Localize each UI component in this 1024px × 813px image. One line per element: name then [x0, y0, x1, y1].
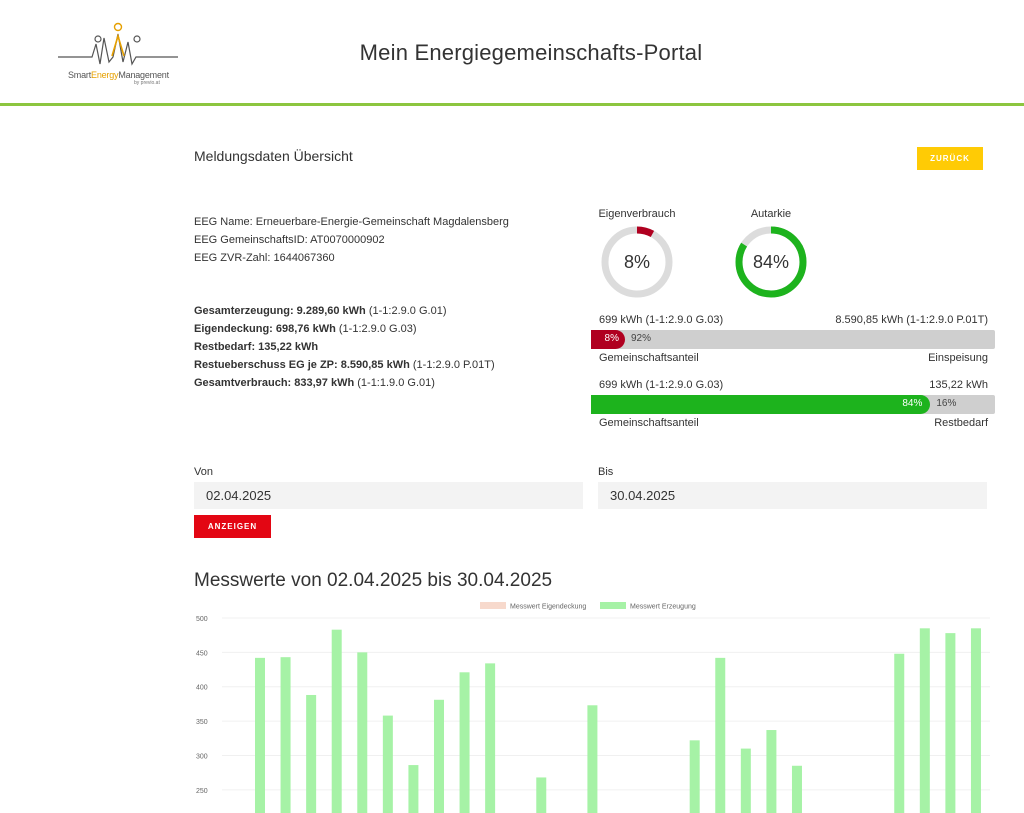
bar1-right-bottom: Einspeisung: [928, 352, 988, 364]
chart-bar: [919, 628, 930, 813]
chart-bar: [970, 628, 981, 813]
chart-bar: [894, 653, 905, 813]
bar1-right-top: 8.590,85 kWh (1-1:2.9.0 P.01T): [835, 314, 988, 326]
bar2-fill-percent: 84%: [902, 398, 923, 409]
chart-bar: [459, 672, 470, 813]
total-remaining: Restbedarf: 135,22 kWh: [194, 341, 319, 353]
chart-bar: [945, 633, 956, 813]
chart-bar: [689, 740, 700, 813]
to-date-input[interactable]: [598, 482, 987, 509]
total-consumption: Gesamtverbrauch: 833,97 kWh (1-1:1.9.0 G…: [194, 377, 435, 389]
gauge-label-autarky: Autarkie: [750, 208, 792, 220]
y-tick-label: 500: [196, 616, 208, 623]
bar1-left-bottom: Gemeinschaftsanteil: [599, 352, 699, 364]
from-date-input[interactable]: [194, 482, 583, 509]
bar1-rest-percent: 92%: [631, 333, 652, 344]
chart-bar: [408, 765, 419, 813]
eeg-community-id: EEG GemeinschaftsID: AT0070000902: [194, 234, 385, 246]
bar1-fill-percent: 8%: [604, 333, 619, 344]
chart-bar: [536, 777, 547, 813]
bar-chart: Messwert Eigendeckung Messwert Erzeugung 2…: [196, 602, 990, 813]
chart-bar: [306, 694, 317, 813]
legend-swatch: [600, 602, 626, 609]
chart-bar: [331, 629, 342, 813]
chart-bar: [255, 657, 265, 813]
chart-title: Messwerte von 02.04.2025 bis 30.04.2025: [194, 570, 553, 591]
legend-label: Messwert Eigendeckung: [510, 604, 586, 611]
bar1-fill: 8%: [591, 330, 625, 349]
eeg-info: EEG Name: Erneuerbare-Energie-Gemeinscha…: [194, 213, 509, 267]
legend-label: Messwert Erzeugung: [630, 604, 696, 611]
portal-title: Mein Energiegemeinschafts-Portal: [359, 40, 703, 65]
gauge-value-self-consumption: 8%: [623, 252, 650, 272]
chart-bar: [485, 663, 496, 813]
bar1-left-top: 699 kWh (1-1:2.9.0 G.03): [599, 314, 724, 326]
y-tick-label: 300: [196, 753, 208, 760]
total-surplus: Restueberschuss EG je ZP: 8.590,85 kWh (…: [194, 359, 495, 371]
logo-wordmark: SmartEnergyManagement: [68, 70, 169, 80]
totals-info: Gesamterzeugung: 9.289,60 kWh (1-1:2.9.0…: [194, 302, 495, 392]
gauge-arc: [601, 226, 673, 298]
chart-bar: [791, 765, 802, 813]
chart-bar: [433, 699, 444, 813]
y-tick-label: 450: [196, 650, 208, 657]
gauge-arc: [735, 226, 807, 298]
bar2-rest-percent: 16%: [936, 398, 957, 409]
bar2-track: 84% 16%: [591, 395, 995, 414]
bar2-right-bottom: Restbedarf: [934, 417, 988, 429]
header: SmartEnergyManagement by previo.at Mein …: [0, 0, 1024, 106]
chart-bar: [357, 652, 368, 813]
logo: [58, 22, 178, 66]
chart-bar: [715, 657, 726, 813]
bar2-left-top: 699 kWh (1-1:2.9.0 G.03): [599, 379, 724, 391]
gauge-value-autarky: 84%: [752, 252, 790, 272]
back-button[interactable]: ZURÜCK: [917, 147, 983, 170]
from-label: Von: [194, 466, 213, 478]
section-title: Meldungsdaten Übersicht: [194, 148, 353, 164]
chart-bar: [587, 705, 598, 813]
eeg-name: EEG Name: Erneuerbare-Energie-Gemeinscha…: [194, 216, 509, 228]
bar2-right-top: 135,22 kWh: [929, 379, 988, 391]
chart-bar: [280, 657, 291, 813]
y-tick-label: 350: [196, 719, 208, 726]
chart-bar: [740, 748, 751, 813]
y-tick-label: 400: [196, 685, 208, 692]
total-production: Gesamterzeugung: 9.289,60 kWh (1-1:2.9.0…: [194, 305, 447, 317]
bar2-left-bottom: Gemeinschaftsanteil: [599, 417, 699, 429]
chart-bar: [766, 730, 777, 813]
show-button[interactable]: ANZEIGEN: [194, 515, 271, 538]
bar1-track: 8% 92%: [591, 330, 995, 349]
gauge-autarky: [735, 226, 807, 298]
eeg-zvr: EEG ZVR-Zahl: 1644067360: [194, 252, 335, 264]
y-tick-label: 250: [196, 788, 208, 795]
total-self-cover: Eigendeckung: 698,76 kWh (1-1:2.9.0 G.03…: [194, 323, 417, 335]
gauge-label-self-consumption: Eigenverbrauch: [598, 208, 676, 220]
logo-subtitle: by previo.at: [134, 80, 160, 86]
to-label: Bis: [598, 466, 614, 478]
gauge-self-consumption: [601, 226, 673, 298]
legend-swatch: [480, 602, 506, 609]
chart-bar: [382, 715, 393, 813]
bar2-fill: 84%: [591, 395, 931, 414]
